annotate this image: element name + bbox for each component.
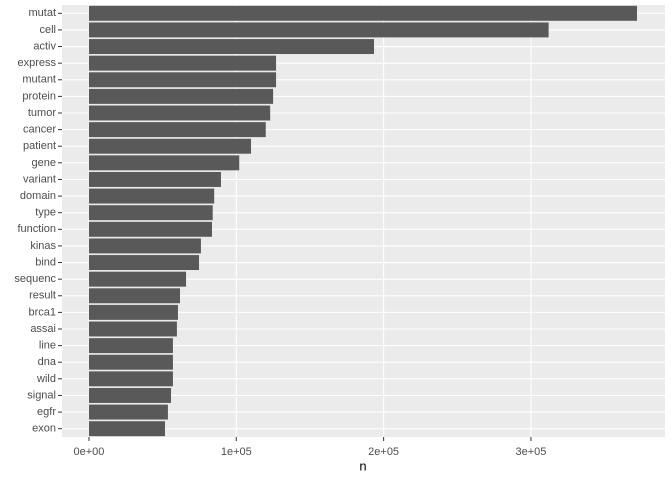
- y-tick-label: express: [17, 57, 56, 69]
- bar: [88, 39, 375, 55]
- x-axis-title: n: [359, 458, 366, 473]
- bar: [88, 155, 240, 171]
- bar: [88, 122, 266, 138]
- bar: [88, 171, 221, 187]
- y-tick-label: signal: [27, 389, 56, 401]
- y-tick-label: cell: [39, 24, 56, 36]
- bar: [88, 55, 277, 71]
- y-tick-label: egfr: [37, 406, 56, 418]
- y-tick-label: domain: [20, 190, 56, 202]
- y-tick-label: mutat: [28, 7, 56, 19]
- x-tick-label: 1e+05: [221, 446, 252, 458]
- y-tick-label: protein: [22, 90, 56, 102]
- bar: [88, 205, 213, 221]
- bar: [88, 321, 177, 337]
- bar: [88, 255, 200, 271]
- bar: [88, 22, 549, 38]
- bar: [88, 288, 181, 304]
- x-tick-label: 0e+00: [74, 446, 105, 458]
- bar: [88, 354, 173, 370]
- bar: [88, 338, 173, 354]
- bar: [88, 88, 274, 104]
- bar: [88, 188, 215, 204]
- y-tick-label: activ: [33, 40, 56, 52]
- x-tick-label: 2e+05: [368, 446, 399, 458]
- y-tick-label: exon: [32, 423, 56, 435]
- y-tick-label: kinas: [30, 240, 56, 252]
- y-tick-label: wild: [36, 373, 56, 385]
- y-tick-label: function: [17, 223, 56, 235]
- y-tick-label: mutant: [22, 74, 56, 86]
- y-tick-label: cancer: [23, 124, 56, 136]
- y-tick-label: gene: [32, 157, 56, 169]
- bar: [88, 221, 212, 237]
- y-tick-label: type: [35, 207, 56, 219]
- bar: [88, 238, 201, 254]
- bar: [88, 387, 172, 403]
- bar: [88, 271, 187, 287]
- x-tick-label: 3e+05: [515, 446, 546, 458]
- bar: [88, 421, 165, 437]
- y-tick-label: sequenc: [14, 273, 56, 285]
- bar: [88, 5, 638, 21]
- bar: [88, 404, 168, 420]
- y-tick-label: bind: [35, 256, 56, 268]
- y-tick-label: variant: [23, 173, 56, 185]
- y-tick-label: result: [29, 290, 56, 302]
- y-tick-label: tumor: [28, 107, 56, 119]
- bar: [88, 72, 277, 88]
- y-tick-label: dna: [38, 356, 57, 368]
- bar: [88, 304, 178, 320]
- y-tick-label: line: [39, 340, 56, 352]
- y-tick-label: assai: [30, 323, 56, 335]
- y-tick-label: patient: [23, 140, 56, 152]
- bar: [88, 371, 173, 387]
- bar: [88, 105, 271, 121]
- y-tick-label: brca1: [28, 306, 56, 318]
- bar: [88, 138, 252, 154]
